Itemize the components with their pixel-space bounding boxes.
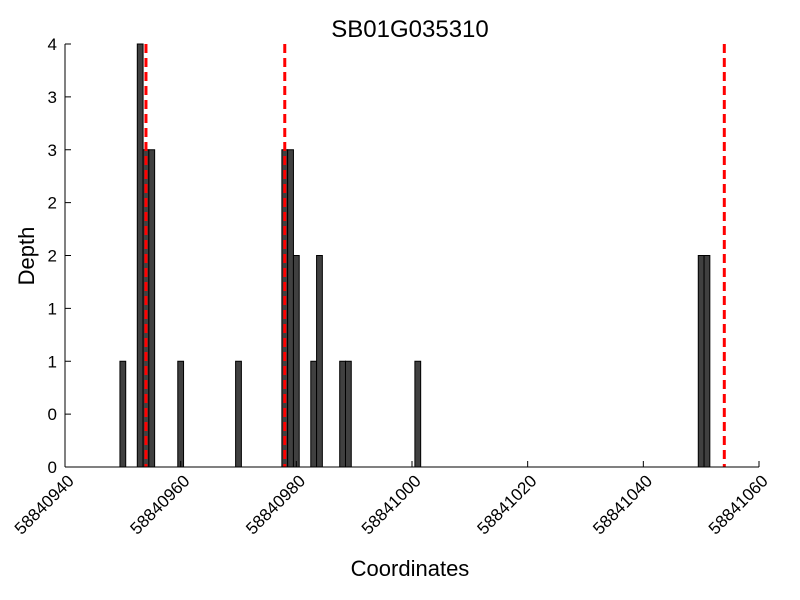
y-tick-label: 1 — [48, 299, 57, 318]
bar-2 — [142, 149, 150, 468]
x-tick-label: 58841020 — [474, 471, 541, 538]
bar-6 — [281, 149, 289, 468]
y-tick-label: 4 — [48, 35, 57, 54]
bar-10 — [316, 255, 323, 468]
x-tick-label: 58841000 — [358, 471, 425, 538]
y-tick-label: 0 — [48, 405, 57, 424]
y-tick-label: 2 — [48, 247, 57, 266]
bar-15 — [703, 255, 711, 468]
bar-14 — [697, 255, 705, 468]
y-tick-label: 1 — [48, 352, 57, 371]
y-axis-title: Depth — [14, 227, 39, 286]
x-tick-label: 58841040 — [589, 471, 656, 538]
x-tick-label: 58840940 — [11, 471, 78, 538]
bar-9 — [310, 360, 318, 468]
y-tick-label: 3 — [48, 141, 57, 160]
x-tick-label: 58840960 — [127, 471, 194, 538]
y-tick-label: 2 — [48, 194, 57, 213]
bar-4 — [177, 360, 185, 468]
bar-13 — [414, 360, 422, 468]
bar-8 — [292, 255, 300, 468]
bars-layer — [119, 43, 711, 468]
chart-title: SB01G035310 — [331, 16, 488, 43]
y-tick-label: 3 — [48, 88, 57, 107]
x-tick-label: 58841060 — [705, 471, 772, 538]
bar-12 — [344, 360, 352, 468]
bar-5 — [235, 360, 242, 468]
reference-lines — [144, 44, 726, 467]
bar-1 — [136, 43, 144, 468]
bar-11 — [339, 360, 346, 468]
y-tick-label: 0 — [48, 458, 57, 477]
x-axis-title: Coordinates — [351, 556, 470, 581]
y-ticks: 0 0 1 1 2 2 3 3 4 — [48, 35, 71, 477]
bar-0 — [119, 360, 127, 468]
axes — [64, 44, 759, 468]
x-ticks: 58840940 58840960 58840980 58841000 58841020… — [11, 461, 772, 538]
bar-7 — [287, 149, 294, 468]
bar-3 — [148, 149, 156, 468]
x-tick-label: 58840980 — [242, 471, 309, 538]
